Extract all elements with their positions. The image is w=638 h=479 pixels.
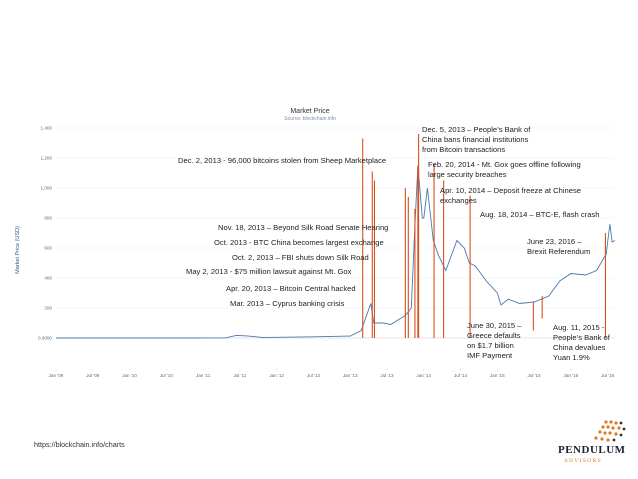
x-tick-label: Jan '09	[49, 373, 64, 378]
logo-name: PENDULUM	[558, 444, 626, 456]
annotation-greece-line: Greece defaults	[467, 331, 521, 340]
annotation-yuan: Aug. 11, 2015 - People’s Bank of China d…	[553, 323, 612, 362]
x-tick-label: Jan '13	[343, 373, 358, 378]
annotation-btce: Aug. 18, 2014 – BTC-E, flash crash	[480, 210, 599, 219]
annotation-brexit-line: Brexit Referendum	[527, 247, 590, 256]
y-tick-label: 0.0000	[38, 336, 52, 341]
annotation-pboc-line: from Bitcoin transactions	[422, 145, 505, 154]
annotation-yuan-line: Yuan 1.9%	[553, 353, 590, 362]
y-tick-label: 1,400	[41, 126, 53, 131]
chart-subtitle: Source: blockchain.info	[284, 116, 336, 122]
annotation-mtgox-offline: Feb. 20, 2014 - Mt. Gox goes offline fol…	[428, 160, 583, 179]
annotation-mtgox-line: Feb. 20, 2014 - Mt. Gox goes offline fol…	[428, 160, 581, 169]
y-tick-label: 600	[44, 246, 52, 251]
annotation-greece-line: on $1.7 billion	[467, 341, 514, 350]
pendulum-advisors-logo: PENDULUM A D V I S O R S	[548, 418, 630, 470]
x-tick-label: Jul '13	[380, 373, 394, 378]
x-axis-ticks: Jan '09 Jul '09 Jan '10 Jul '10 Jan '11 Jul '…	[49, 369, 615, 378]
x-tick-label: Jul '10	[160, 373, 174, 378]
annotation-freeze-line: Apr. 10, 2014 – Deposit freeze at Chines…	[440, 186, 581, 195]
x-tick-label: Jul '09	[86, 373, 100, 378]
y-tick-label: 800	[44, 216, 52, 221]
logo-subtitle: A D V I S O R S	[564, 458, 601, 464]
y-axis-label: Market Price (USD)	[15, 226, 21, 274]
annotation-freeze-line: exchanges	[440, 196, 477, 205]
annotation-cyprus: Mar. 2013 – Cyprus banking crisis	[230, 299, 345, 308]
gridlines	[56, 127, 615, 339]
event-annotations: Mar. 2013 – Cyprus banking crisis Apr. 2…	[178, 125, 612, 362]
annotation-yuan-line: Aug. 11, 2015 -	[553, 323, 605, 332]
x-tick-label: Jul '15	[528, 373, 542, 378]
annotation-greece: June 30, 2015 – Greece defaults on $1.7 …	[467, 321, 524, 360]
annotation-silk-road: Oct. 2, 2013 – FBI shuts down Silk Road	[232, 253, 369, 262]
annotation-sheep: Dec. 2, 2013 - 96,000 bitcoins stolen fr…	[178, 156, 386, 165]
chart-title: Market Price	[290, 108, 329, 115]
x-tick-label: Jul '16	[601, 373, 615, 378]
annotation-yuan-line: People’s Bank of	[553, 333, 611, 342]
annotation-pboc-line: China bans financial institutions	[422, 135, 529, 144]
source-link[interactable]: https://blockchain.info/charts	[34, 440, 125, 449]
annotation-pboc: Dec. 5, 2013 – People’s Bank of China ba…	[422, 125, 532, 154]
annotation-greece-line: June 30, 2015 –	[467, 321, 522, 330]
x-tick-label: Jan '12	[269, 373, 284, 378]
annotation-mtgox-lawsuit: May 2, 2013 - $75 million lawsuit agains…	[186, 267, 352, 276]
x-tick-label: Jan '14	[416, 373, 431, 378]
annotation-brexit-line: June 23, 2016 –	[527, 237, 582, 246]
price-line	[56, 165, 616, 339]
annotation-brexit: June 23, 2016 – Brexit Referendum	[527, 237, 590, 256]
market-price-chart: Market Price Source: blockchain.info Mar…	[15, 108, 616, 378]
x-tick-label: Jul '14	[454, 373, 468, 378]
annotation-pboc-line: Dec. 5, 2013 – People’s Bank of	[422, 125, 531, 134]
logo-mark-icon	[594, 420, 626, 442]
x-tick-label: Jul '11	[233, 373, 246, 378]
annotation-bitcoin-central: Apr. 20, 2013 – Bitcoin Central hacked	[226, 284, 356, 293]
x-tick-label: Jan '10	[122, 373, 137, 378]
annotation-mtgox-line: large security breaches	[428, 170, 507, 179]
x-tick-label: Jul '12	[307, 373, 321, 378]
x-tick-label: Jan '11	[196, 373, 211, 378]
annotation-yuan-line: China devalues	[553, 343, 606, 352]
y-tick-label: 400	[44, 276, 52, 281]
y-tick-label: 1,000	[41, 186, 53, 191]
annotation-greece-line: IMF Payment	[467, 351, 513, 360]
annotation-senate: Nov. 18, 2013 – Beyond Silk Road Senate …	[218, 223, 388, 232]
x-tick-label: Jan '15	[490, 373, 505, 378]
y-axis-ticks: 0.0000 200 400 600 800 1,000 1,200 1,400	[38, 126, 53, 341]
annotation-btc-china: Oct. 2013 - BTC China becomes largest ex…	[214, 238, 384, 247]
annotation-deposit-freeze: Apr. 10, 2014 – Deposit freeze at Chines…	[440, 186, 583, 205]
x-tick-label: Jan '16	[564, 373, 579, 378]
y-tick-label: 1,200	[41, 156, 53, 161]
event-markers	[362, 134, 606, 338]
y-tick-label: 200	[44, 306, 52, 311]
